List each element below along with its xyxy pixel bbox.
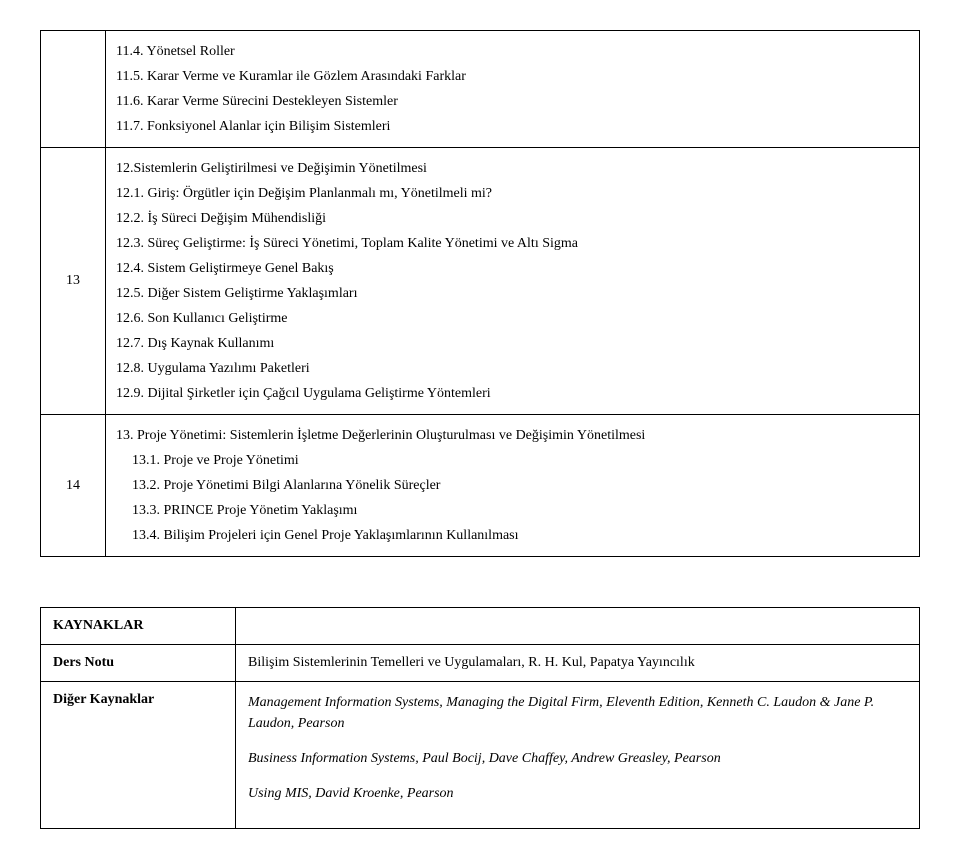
diger-kaynaklar-label: Diğer Kaynaklar [41,682,236,829]
references-table: KAYNAKLAR Ders Notu Bilişim Sistemlerini… [40,607,920,829]
week-content: 12.Sistemlerin Geliştirilmesi ve Değişim… [106,148,920,415]
week-number: 13 [41,148,106,415]
syllabus-table: 11.4. Yönetsel Roller 11.5. Karar Verme v… [40,30,920,557]
ders-notu-value: Bilişim Sistemlerinin Temelleri ve Uygul… [236,645,920,682]
content-line: 12.4. Sistem Geliştirmeye Genel Bakış [116,258,909,279]
content-line: 12.Sistemlerin Geliştirilmesi ve Değişim… [116,158,909,179]
content-line: 12.6. Son Kullanıcı Geliştirme [116,308,909,329]
content-line: 12.5. Diğer Sistem Geliştirme Yaklaşımla… [116,283,909,304]
content-line: 11.7. Fonksiyonel Alanlar için Bilişim S… [116,116,909,137]
content-line: 13.3. PRINCE Proje Yönetim Yaklaşımı [132,500,909,521]
week-number [41,31,106,148]
reference-item: Using MIS, David Kroenke, Pearson [248,783,907,804]
content-line: 11.5. Karar Verme ve Kuramlar ile Gözlem… [116,66,909,87]
content-line: 13.2. Proje Yönetimi Bilgi Alanlarına Yö… [132,475,909,496]
content-line: 12.9. Dijital Şirketler için Çağcıl Uygu… [116,383,909,404]
references-header: KAYNAKLAR [41,608,236,645]
week-content: 11.4. Yönetsel Roller 11.5. Karar Verme v… [106,31,920,148]
diger-kaynaklar-cell: Management Information Systems, Managing… [236,682,920,829]
content-line: 12.7. Dış Kaynak Kullanımı [116,333,909,354]
content-line: 12.1. Giriş: Örgütler için Değişim Planl… [116,183,909,204]
content-line: 12.2. İş Süreci Değişim Mühendisliği [116,208,909,229]
reference-item: Management Information Systems, Managing… [248,692,907,734]
content-line: 12.8. Uygulama Yazılımı Paketleri [116,358,909,379]
ders-notu-label: Ders Notu [41,645,236,682]
content-line: 13. Proje Yönetimi: Sistemlerin İşletme … [116,425,909,446]
content-line: 11.4. Yönetsel Roller [116,41,909,62]
content-line: 11.6. Karar Verme Sürecini Destekleyen S… [116,91,909,112]
week-number: 14 [41,415,106,557]
week-content: 13. Proje Yönetimi: Sistemlerin İşletme … [106,415,920,557]
reference-item: Business Information Systems, Paul Bocij… [248,748,907,769]
content-line: 13.1. Proje ve Proje Yönetimi [132,450,909,471]
content-line: 12.3. Süreç Geliştirme: İş Süreci Yöneti… [116,233,909,254]
references-header-empty [236,608,920,645]
content-line: 13.4. Bilişim Projeleri için Genel Proje… [132,525,909,546]
